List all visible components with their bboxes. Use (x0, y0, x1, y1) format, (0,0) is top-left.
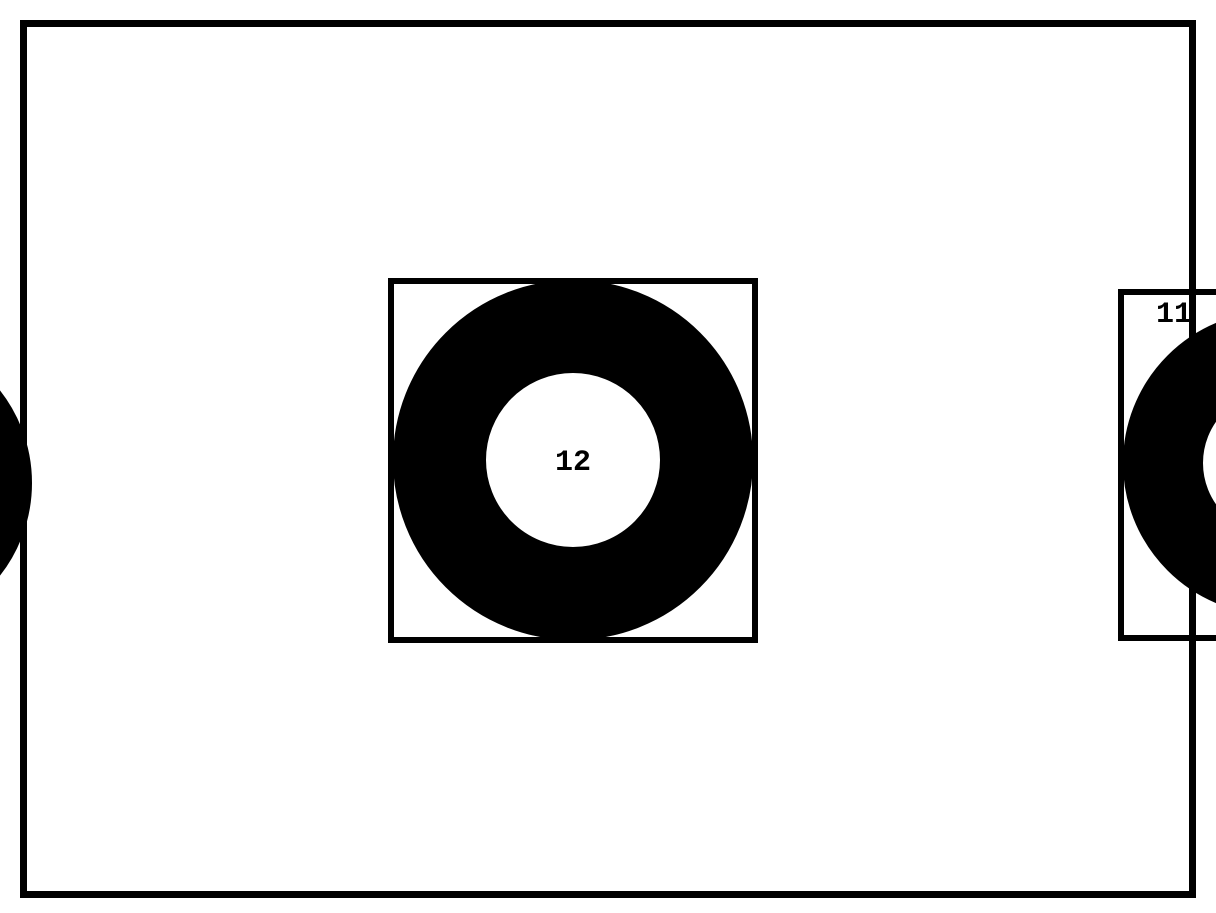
label-11: 11 (1156, 298, 1192, 332)
label-12: 12 (555, 446, 591, 480)
diagram-canvas: 12 11 (0, 0, 1216, 913)
